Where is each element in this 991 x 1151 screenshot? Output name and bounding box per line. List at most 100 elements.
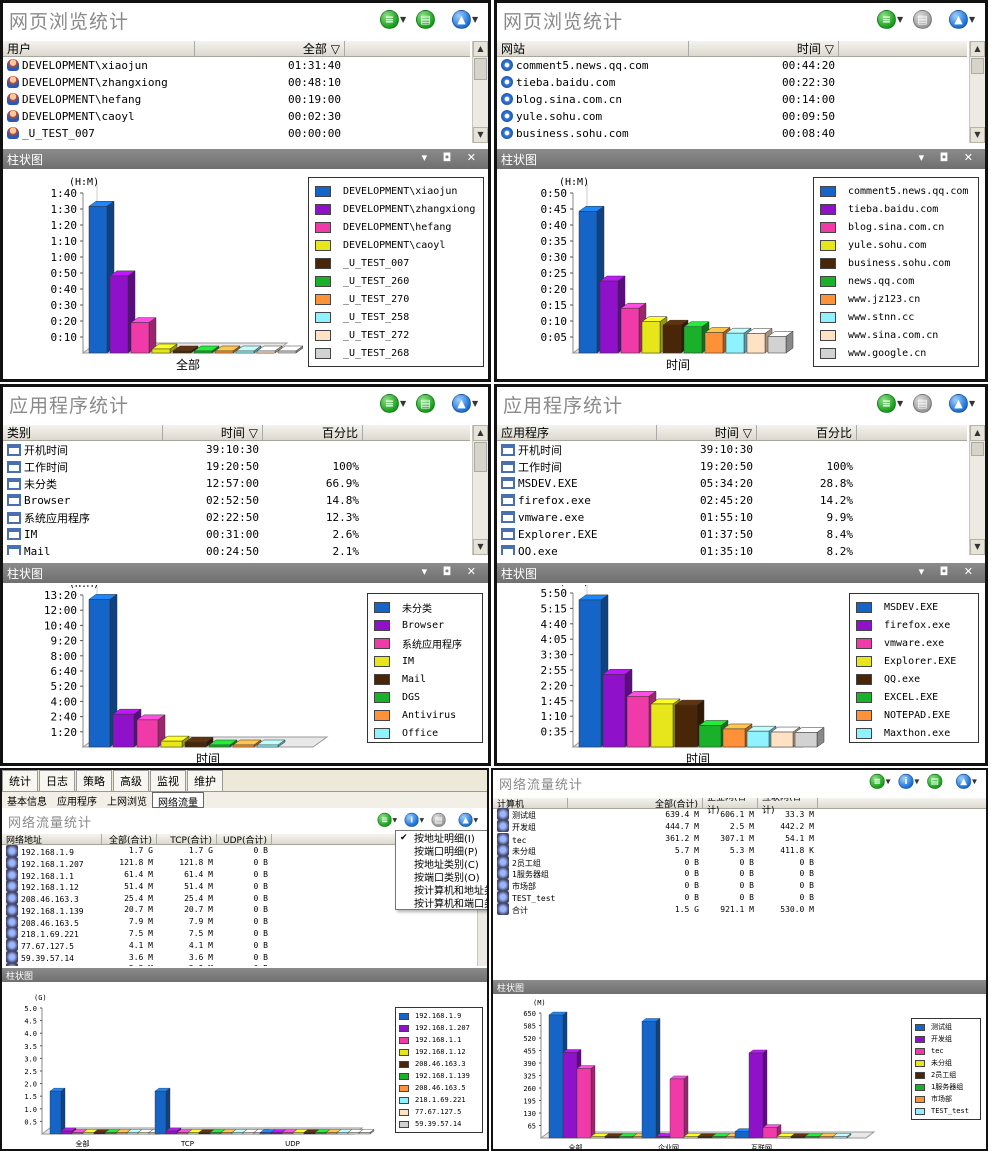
scroll-down-icon[interactable]: ▼	[473, 127, 488, 143]
col-user[interactable]: 用户	[3, 41, 195, 56]
col-udp[interactable]: UDP(合计)	[217, 834, 272, 846]
info-button[interactable]: i ▼	[898, 773, 922, 790]
col-total[interactable]: 全部(合计)	[102, 834, 157, 846]
table-row[interactable]: 工作时间 19:20:50 100%	[3, 458, 470, 475]
table-row[interactable]: 192.168.1.207 121.8 M 121.8 M 0 B	[2, 856, 475, 869]
table-row[interactable]: 2员工组 0 B 0 B 0 B	[493, 855, 986, 868]
table-row[interactable]: DEVELOPMENT\zhangxiong 00:48:10	[3, 74, 470, 91]
table-row[interactable]: TEST_test 0 B 0 B 0 B	[493, 891, 986, 904]
table-row[interactable]: 测试组 639.4 M 606.1 M 33.3 M	[493, 808, 986, 821]
scroll-up-icon[interactable]: ▲	[970, 425, 985, 441]
tab-2[interactable]: 策略	[76, 770, 112, 791]
up-button[interactable]: ▲ ▼	[949, 9, 979, 30]
scrollbar[interactable]: ▲ ▼	[969, 41, 985, 143]
table-row[interactable]: DEVELOPMENT\hefang 00:19:00	[3, 91, 470, 108]
table-row[interactable]: comment5.news.qq.com 00:44:20	[497, 57, 967, 74]
info-button[interactable]: i ▼	[404, 812, 428, 828]
table-row[interactable]: QQ.exe 01:35:10 8.2%	[497, 543, 967, 555]
table-row[interactable]: 开发组 444.7 M 2.5 M 442.2 M	[493, 820, 986, 833]
col-program[interactable]: 应用程序	[497, 425, 657, 440]
list-view-button[interactable]: ≡ ▼	[380, 393, 410, 414]
export-button[interactable]: ▤	[913, 9, 943, 30]
up-button[interactable]: ▲ ▼	[458, 812, 482, 828]
tab-1[interactable]: 日志	[39, 770, 75, 791]
window-controls[interactable]: ▾ ◘ ✕	[918, 151, 979, 164]
view-dropdown-menu[interactable]: 按地址明细(I)按端口明细(P) 按地址类别(C) 按端口类别(O) 按计算机和地址类…	[395, 830, 487, 910]
col-percent[interactable]: 百分比	[757, 425, 857, 440]
menu-item-2[interactable]: 按地址类别(C)	[414, 860, 479, 871]
table-row[interactable]: 192.168.1.139 20.7 M 20.7 M 0 B	[2, 903, 475, 916]
table-row[interactable]: tec 361.2 M 307.1 M 54.1 M	[493, 832, 986, 845]
scroll-down-icon[interactable]: ▼	[473, 539, 488, 555]
table-row[interactable]: 208.46.163.5 7.9 M 7.9 M 0 B	[2, 915, 475, 928]
table-row[interactable]: 合计 1.5 G 921.1 M 530.0 M	[493, 902, 986, 915]
list-view-button[interactable]: ≡ ▼	[877, 393, 907, 414]
scroll-down-icon[interactable]: ▼	[970, 539, 985, 555]
list-view-button[interactable]: ≡ ▼	[869, 773, 894, 790]
table-row[interactable]: vmware.exe 01:55:10 9.9%	[497, 509, 967, 526]
scroll-thumb[interactable]	[474, 58, 487, 80]
export-button[interactable]: ▤	[927, 773, 951, 790]
export-button[interactable]: ▤	[913, 393, 943, 414]
subtab-3[interactable]: 网络流量	[152, 792, 204, 809]
table-row[interactable]: 开机时间 39:10:30	[3, 441, 470, 458]
up-button[interactable]: ▲ ▼	[956, 773, 980, 790]
table-row[interactable]: 218.1.69.221 7.5 M 7.5 M 0 B	[2, 927, 475, 940]
menu-item-4[interactable]: 按计算机和地址类别(M)	[414, 886, 487, 897]
col-tcp[interactable]: TCP(合计)	[157, 834, 217, 846]
table-row[interactable]: DEVELOPMENT\caoyl 00:02:30	[3, 108, 470, 125]
window-controls[interactable]: ▾ ◘ ✕	[421, 151, 482, 164]
col-total[interactable]: 全部(合计)	[568, 798, 703, 810]
table-row[interactable]: Browser 02:52:50 14.8%	[3, 492, 470, 509]
table-row[interactable]: 77.67.127.5 4.1 M 4.1 M 0 B	[2, 939, 475, 952]
list-view-button[interactable]: ≡ ▼	[877, 9, 907, 30]
export-button[interactable]: ▤	[416, 9, 446, 30]
table-row[interactable]: Explorer.EXE 01:37:50 8.4%	[497, 526, 967, 543]
col-category[interactable]: 类别	[3, 425, 163, 440]
col-percent[interactable]: 百分比	[263, 425, 363, 440]
table-row[interactable]: 未分类 12:57:00 66.9%	[3, 475, 470, 492]
window-controls[interactable]: ▾ ◘ ✕	[918, 565, 979, 578]
subtab-1[interactable]: 应用程序	[57, 797, 97, 808]
up-button[interactable]: ▲ ▼	[452, 9, 482, 30]
table-row[interactable]: 开机时间 39:10:30	[497, 441, 967, 458]
col-time[interactable]: 时间 ▽	[689, 41, 839, 56]
menu-item-5[interactable]: 按计算机和端口类别(B)	[414, 899, 487, 910]
tab-5[interactable]: 维护	[187, 770, 223, 791]
table-row[interactable]: 192.168.1.12 51.4 M 51.4 M 0 B	[2, 880, 475, 893]
table-row[interactable]: _U_TEST_007 00:00:00	[3, 125, 470, 142]
scroll-down-icon[interactable]: ▼	[970, 127, 985, 143]
table-row[interactable]: yule.sohu.com 00:09:50	[497, 108, 967, 125]
table-row[interactable]: 59.39.57.14 3.6 M 3.6 M 0 B	[2, 951, 475, 964]
scroll-up-icon[interactable]: ▲	[473, 425, 488, 441]
scrollbar[interactable]: ▲ ▼	[969, 425, 985, 555]
scrollbar[interactable]: ▲ ▼	[472, 41, 488, 143]
col-time[interactable]: 时间 ▽	[163, 425, 263, 440]
table-row[interactable]: 192.168.1.1 61.4 M 61.4 M 0 B	[2, 868, 475, 881]
up-button[interactable]: ▲ ▼	[949, 393, 979, 414]
menu-item-0[interactable]: 按地址明细(I)	[396, 831, 487, 846]
table-row[interactable]: 192.168.1.9 1.7 G 1.7 G 0 B	[2, 844, 475, 857]
col-computer[interactable]: 计算机	[493, 798, 568, 810]
tab-4[interactable]: 监视	[150, 770, 186, 791]
tab-3[interactable]: 高级	[113, 770, 149, 791]
menu-item-1[interactable]: 按端口明细(P)	[414, 847, 478, 858]
scroll-up-icon[interactable]: ▲	[970, 41, 985, 57]
export-button[interactable]: ▤	[416, 393, 446, 414]
table-row[interactable]: 市场部 0 B 0 B 0 B	[493, 879, 986, 892]
col-internet[interactable]: 互联网(合计)	[758, 798, 818, 816]
scroll-thumb[interactable]	[971, 58, 984, 74]
table-row[interactable]: firefox.exe 02:45:20 14.2%	[497, 492, 967, 509]
table-row[interactable]: 1服务器组 0 B 0 B 0 B	[493, 867, 986, 880]
col-time[interactable]: 时间 ▽	[657, 425, 757, 440]
table-row[interactable]: Mail 00:24:50 2.1%	[3, 543, 470, 555]
table-row[interactable]: tieba.baidu.com 00:22:30	[497, 74, 967, 91]
table-row[interactable]: 系统应用程序 02:22:50 12.3%	[3, 509, 470, 526]
window-controls[interactable]: ▾ ◘ ✕	[421, 565, 482, 578]
subtab-2[interactable]: 上网浏览	[107, 797, 147, 808]
col-total[interactable]: 全部 ▽	[195, 41, 345, 56]
scroll-thumb[interactable]	[971, 442, 984, 456]
list-view-button[interactable]: ≡ ▼	[380, 9, 410, 30]
table-row[interactable]: blog.sina.com.cn 00:14:00	[497, 91, 967, 108]
export-button[interactable]: ▤	[431, 812, 455, 828]
